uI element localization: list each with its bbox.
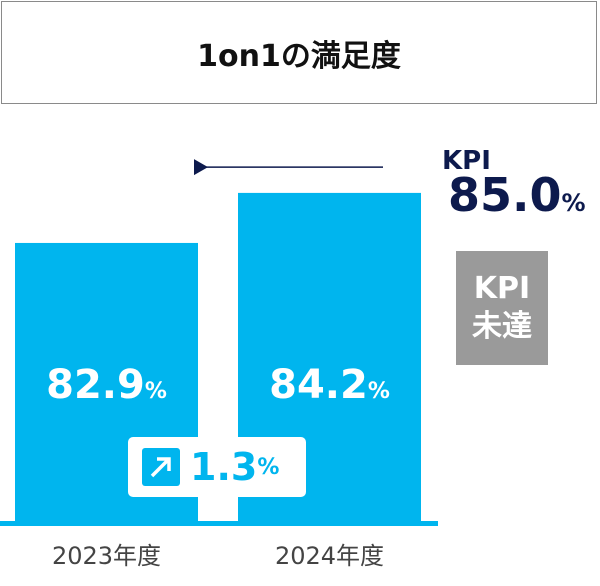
baseline — [0, 521, 438, 526]
status-line1: KPI — [473, 271, 531, 306]
kpi-status-badge: KPI 未達 — [456, 251, 548, 365]
x-tick-2023: 2023年度 — [51, 542, 162, 570]
change-badge: 1.3% — [128, 437, 306, 497]
chart-title: 1on1の満足度 — [1, 1, 597, 104]
x-tick-2024: 2024年度 — [274, 542, 385, 570]
bar-label-2023: 82.9% — [46, 362, 167, 408]
change-value: 1.3 — [190, 445, 258, 489]
kpi-label: KPI 85.0% — [442, 146, 586, 222]
status-line2: 未達 — [472, 309, 532, 344]
kpi-title: KPI — [442, 146, 491, 176]
kpi-value: 85.0% — [448, 168, 586, 222]
arrow-up-right-icon — [142, 448, 180, 486]
kpi-arrow-icon — [194, 159, 208, 176]
bar-label-2024: 84.2% — [269, 362, 390, 408]
